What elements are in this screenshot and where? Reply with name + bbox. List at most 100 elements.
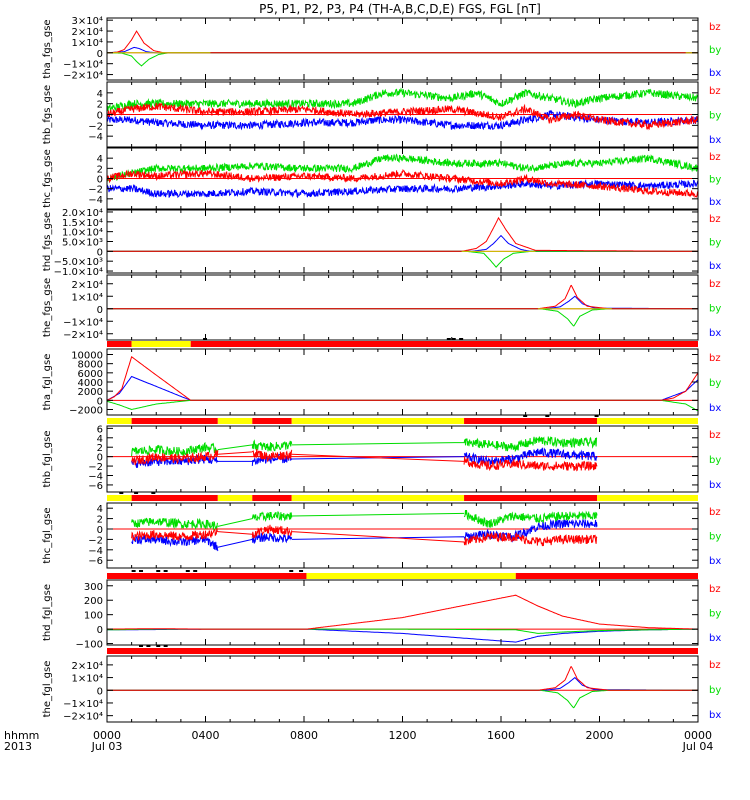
y-tick-label: −2 xyxy=(88,462,103,473)
status-bar-segment xyxy=(107,418,132,424)
series-bz xyxy=(131,524,598,547)
y-tick-label: 300 xyxy=(84,582,103,593)
status-mark xyxy=(146,645,151,647)
series-bz xyxy=(107,216,698,252)
series-by xyxy=(107,689,698,709)
series-by xyxy=(107,250,698,268)
y-tick-label: −2 xyxy=(88,185,103,196)
y-tick-label: 4000 xyxy=(78,378,103,389)
y-tick-label: 2×10⁴ xyxy=(72,661,103,672)
legend-by: by xyxy=(709,532,721,543)
legend-bx: bx xyxy=(709,197,721,208)
legend-bz: bz xyxy=(709,584,721,595)
y-tick-label: −6 xyxy=(88,556,103,567)
status-mark xyxy=(451,338,456,340)
status-mark xyxy=(289,570,294,572)
panel-thd_fgl_gse: 300 200 100 0 −100 thd_fgl_gse bz by bx xyxy=(42,570,721,651)
legend-bz: bz xyxy=(709,430,721,441)
y-tick-label: −4 xyxy=(88,195,103,206)
x-tick-label: 1600 xyxy=(487,729,515,742)
legend-bz: bz xyxy=(709,22,721,33)
y-tick-label: 0 xyxy=(97,175,103,186)
y-tick-label: 5.0×10³ xyxy=(62,238,103,249)
y-tick-label: 3×10⁴ xyxy=(72,16,103,27)
y-tick-label: 0 xyxy=(97,396,103,407)
y-tick-label: −2000 xyxy=(69,406,103,417)
panel-frame xyxy=(106,17,699,81)
status-mark xyxy=(459,338,464,340)
y-tick-label: 100 xyxy=(84,611,103,622)
status-bar-segment xyxy=(464,418,598,424)
x-tick-label: 1200 xyxy=(389,729,417,742)
status-bar-segment xyxy=(131,341,191,347)
y-tick-label: 0 xyxy=(97,453,103,464)
x-tick-label: 2000 xyxy=(586,729,614,742)
status-bar-segment xyxy=(107,573,307,579)
y-tick-label: 0 xyxy=(97,686,103,697)
y-tick-label: 2×10⁴ xyxy=(72,280,103,291)
status-bar-segment xyxy=(252,495,292,501)
series-bx xyxy=(107,46,698,54)
status-mark xyxy=(193,570,198,572)
series-by xyxy=(107,87,698,113)
series-by xyxy=(107,52,698,67)
status-mark xyxy=(139,570,144,572)
legend-by: by xyxy=(709,455,721,466)
status-mark xyxy=(139,645,144,647)
y-tick-label: 8000 xyxy=(78,360,103,371)
status-mark xyxy=(156,570,161,572)
series-bx xyxy=(131,518,598,552)
series-bz xyxy=(107,30,698,54)
y-axis-label: tha_fgs_gse xyxy=(42,19,53,78)
legend-by: by xyxy=(709,175,721,186)
series-bx xyxy=(107,295,698,310)
panel-frame xyxy=(106,274,699,341)
y-tick-label: 2 xyxy=(97,164,103,175)
status-bar-segment xyxy=(190,341,698,347)
y-axis-label: thb_fgl_gse xyxy=(42,431,53,488)
legend-bz: bz xyxy=(709,353,721,364)
x-tick-label: 0400 xyxy=(192,729,220,742)
y-tick-label: −2×10⁴ xyxy=(63,330,103,341)
legend-by: by xyxy=(709,685,721,696)
y-tick-label: 1×10⁴ xyxy=(72,38,103,49)
legend-bz: bz xyxy=(709,152,721,163)
status-bar-segment xyxy=(597,495,698,501)
status-mark xyxy=(156,645,161,647)
status-bar-segment xyxy=(217,418,253,424)
legend-bz: bz xyxy=(709,86,721,97)
status-bar-segment xyxy=(217,495,253,501)
y-tick-label: 200 xyxy=(84,596,103,607)
legend-bx: bx xyxy=(709,328,721,339)
y-tick-label: 2 xyxy=(97,443,103,454)
x-corner-label-hhmm: hhmm xyxy=(4,729,39,742)
y-tick-label: −2×10⁴ xyxy=(63,712,103,723)
x-corner-label-year: 2013 xyxy=(4,740,32,753)
y-tick-label: 4 xyxy=(97,154,103,165)
y-tick-label: −2×10⁴ xyxy=(63,71,103,82)
y-tick-label: 4 xyxy=(97,434,103,445)
y-tick-label: −2 xyxy=(88,535,103,546)
status-bar-segment xyxy=(515,573,698,579)
status-bar-segment xyxy=(291,418,465,424)
status-mark xyxy=(134,492,139,494)
status-bar-segment xyxy=(252,418,292,424)
y-tick-label: 2000 xyxy=(78,387,103,398)
y-tick-label: 2.0×10⁴ xyxy=(62,208,103,219)
y-axis-label: tha_fgl_gse xyxy=(42,354,53,411)
status-mark xyxy=(545,415,550,417)
y-axis-label: the_fgl_gse xyxy=(42,661,53,718)
y-tick-label: −2 xyxy=(88,121,103,132)
panel-thb_fgs_gse: 420−2−4 thb_fgs_gse bz by bx xyxy=(42,81,721,148)
x-tick-date: Jul 03 xyxy=(91,740,123,753)
legend-by: by xyxy=(709,111,721,122)
series-by xyxy=(107,308,698,327)
y-tick-label: 0 xyxy=(97,49,103,60)
series-bz xyxy=(107,102,698,131)
legend-by: by xyxy=(709,238,721,249)
y-tick-label: −1×10⁴ xyxy=(63,317,103,328)
